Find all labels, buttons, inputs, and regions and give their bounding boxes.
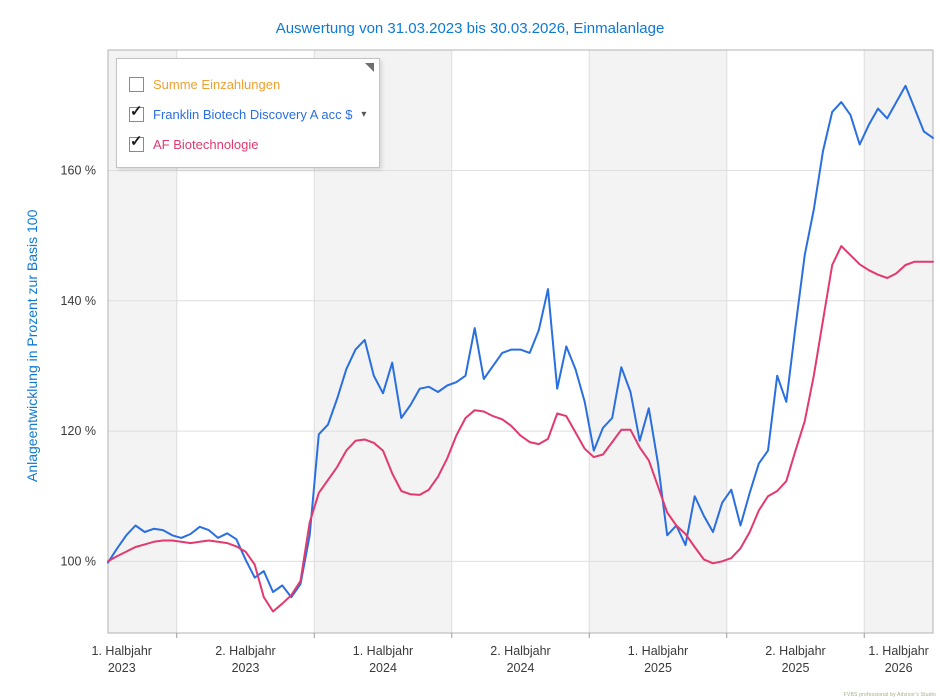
y-tick-label: 100 % <box>61 554 96 568</box>
chevron-down-icon[interactable]: ▾ <box>361 108 367 120</box>
legend-collapse-icon[interactable] <box>365 63 374 72</box>
legend-item-2[interactable]: ✓ AF Biotechnologie <box>129 129 369 159</box>
series-line-0 <box>107 84 934 599</box>
plot-band <box>864 50 934 633</box>
checkbox-checked-icon[interactable]: ✓ <box>129 132 144 152</box>
y-tick-label: 120 % <box>61 424 96 438</box>
legend-panel[interactable]: Summe Einzahlungen ✓ Franklin Biotech Disc… <box>116 58 380 168</box>
x-axis-label: 1. Halbjahr 2024 <box>353 644 413 675</box>
x-axis-label: 2. Halbjahr 2023 <box>215 644 275 675</box>
checkbox-unchecked-icon[interactable] <box>129 76 144 92</box>
x-axis-label: 1. Halbjahr 2023 <box>92 644 152 675</box>
y-tick-label: 160 % <box>61 164 96 178</box>
legend-item-1[interactable]: ✓ Franklin Biotech Discovery A acc $ ▾ <box>129 99 369 129</box>
x-axis-label: 1. Halbjahr 2025 <box>628 644 688 675</box>
plot-border <box>107 49 934 634</box>
check-icon: ✓ <box>130 132 143 150</box>
y-tick-label: 140 % <box>61 294 96 308</box>
watermark: FVBS professional by Advisor's Studio <box>843 692 936 698</box>
legend-item-label: Summe Einzahlungen <box>153 76 281 92</box>
x-axis-label: 2. Halbjahr 2024 <box>490 644 550 675</box>
x-axis-label: 2. Halbjahr 2025 <box>765 644 825 675</box>
y-axis-title: Anlageentwicklung in Prozent zur Basis 1… <box>24 209 40 482</box>
series-line-1 <box>107 245 934 613</box>
legend-item-0[interactable]: Summe Einzahlungen <box>129 69 369 99</box>
plot-band <box>589 50 727 633</box>
x-axis-label: 1. Halbjahr 2026 <box>868 644 928 675</box>
check-icon: ✓ <box>130 102 143 120</box>
checkbox-checked-icon[interactable]: ✓ <box>129 102 144 122</box>
legend-item-label: AF Biotechnologie <box>153 136 259 152</box>
page-title: Auswertung von 31.03.2023 bis 30.03.2026… <box>275 20 665 37</box>
legend-item-label: Franklin Biotech Discovery A acc $ <box>153 106 353 122</box>
